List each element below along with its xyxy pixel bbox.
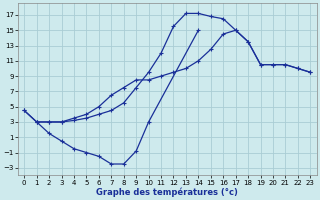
X-axis label: Graphe des températures (°c): Graphe des températures (°c) xyxy=(96,187,238,197)
